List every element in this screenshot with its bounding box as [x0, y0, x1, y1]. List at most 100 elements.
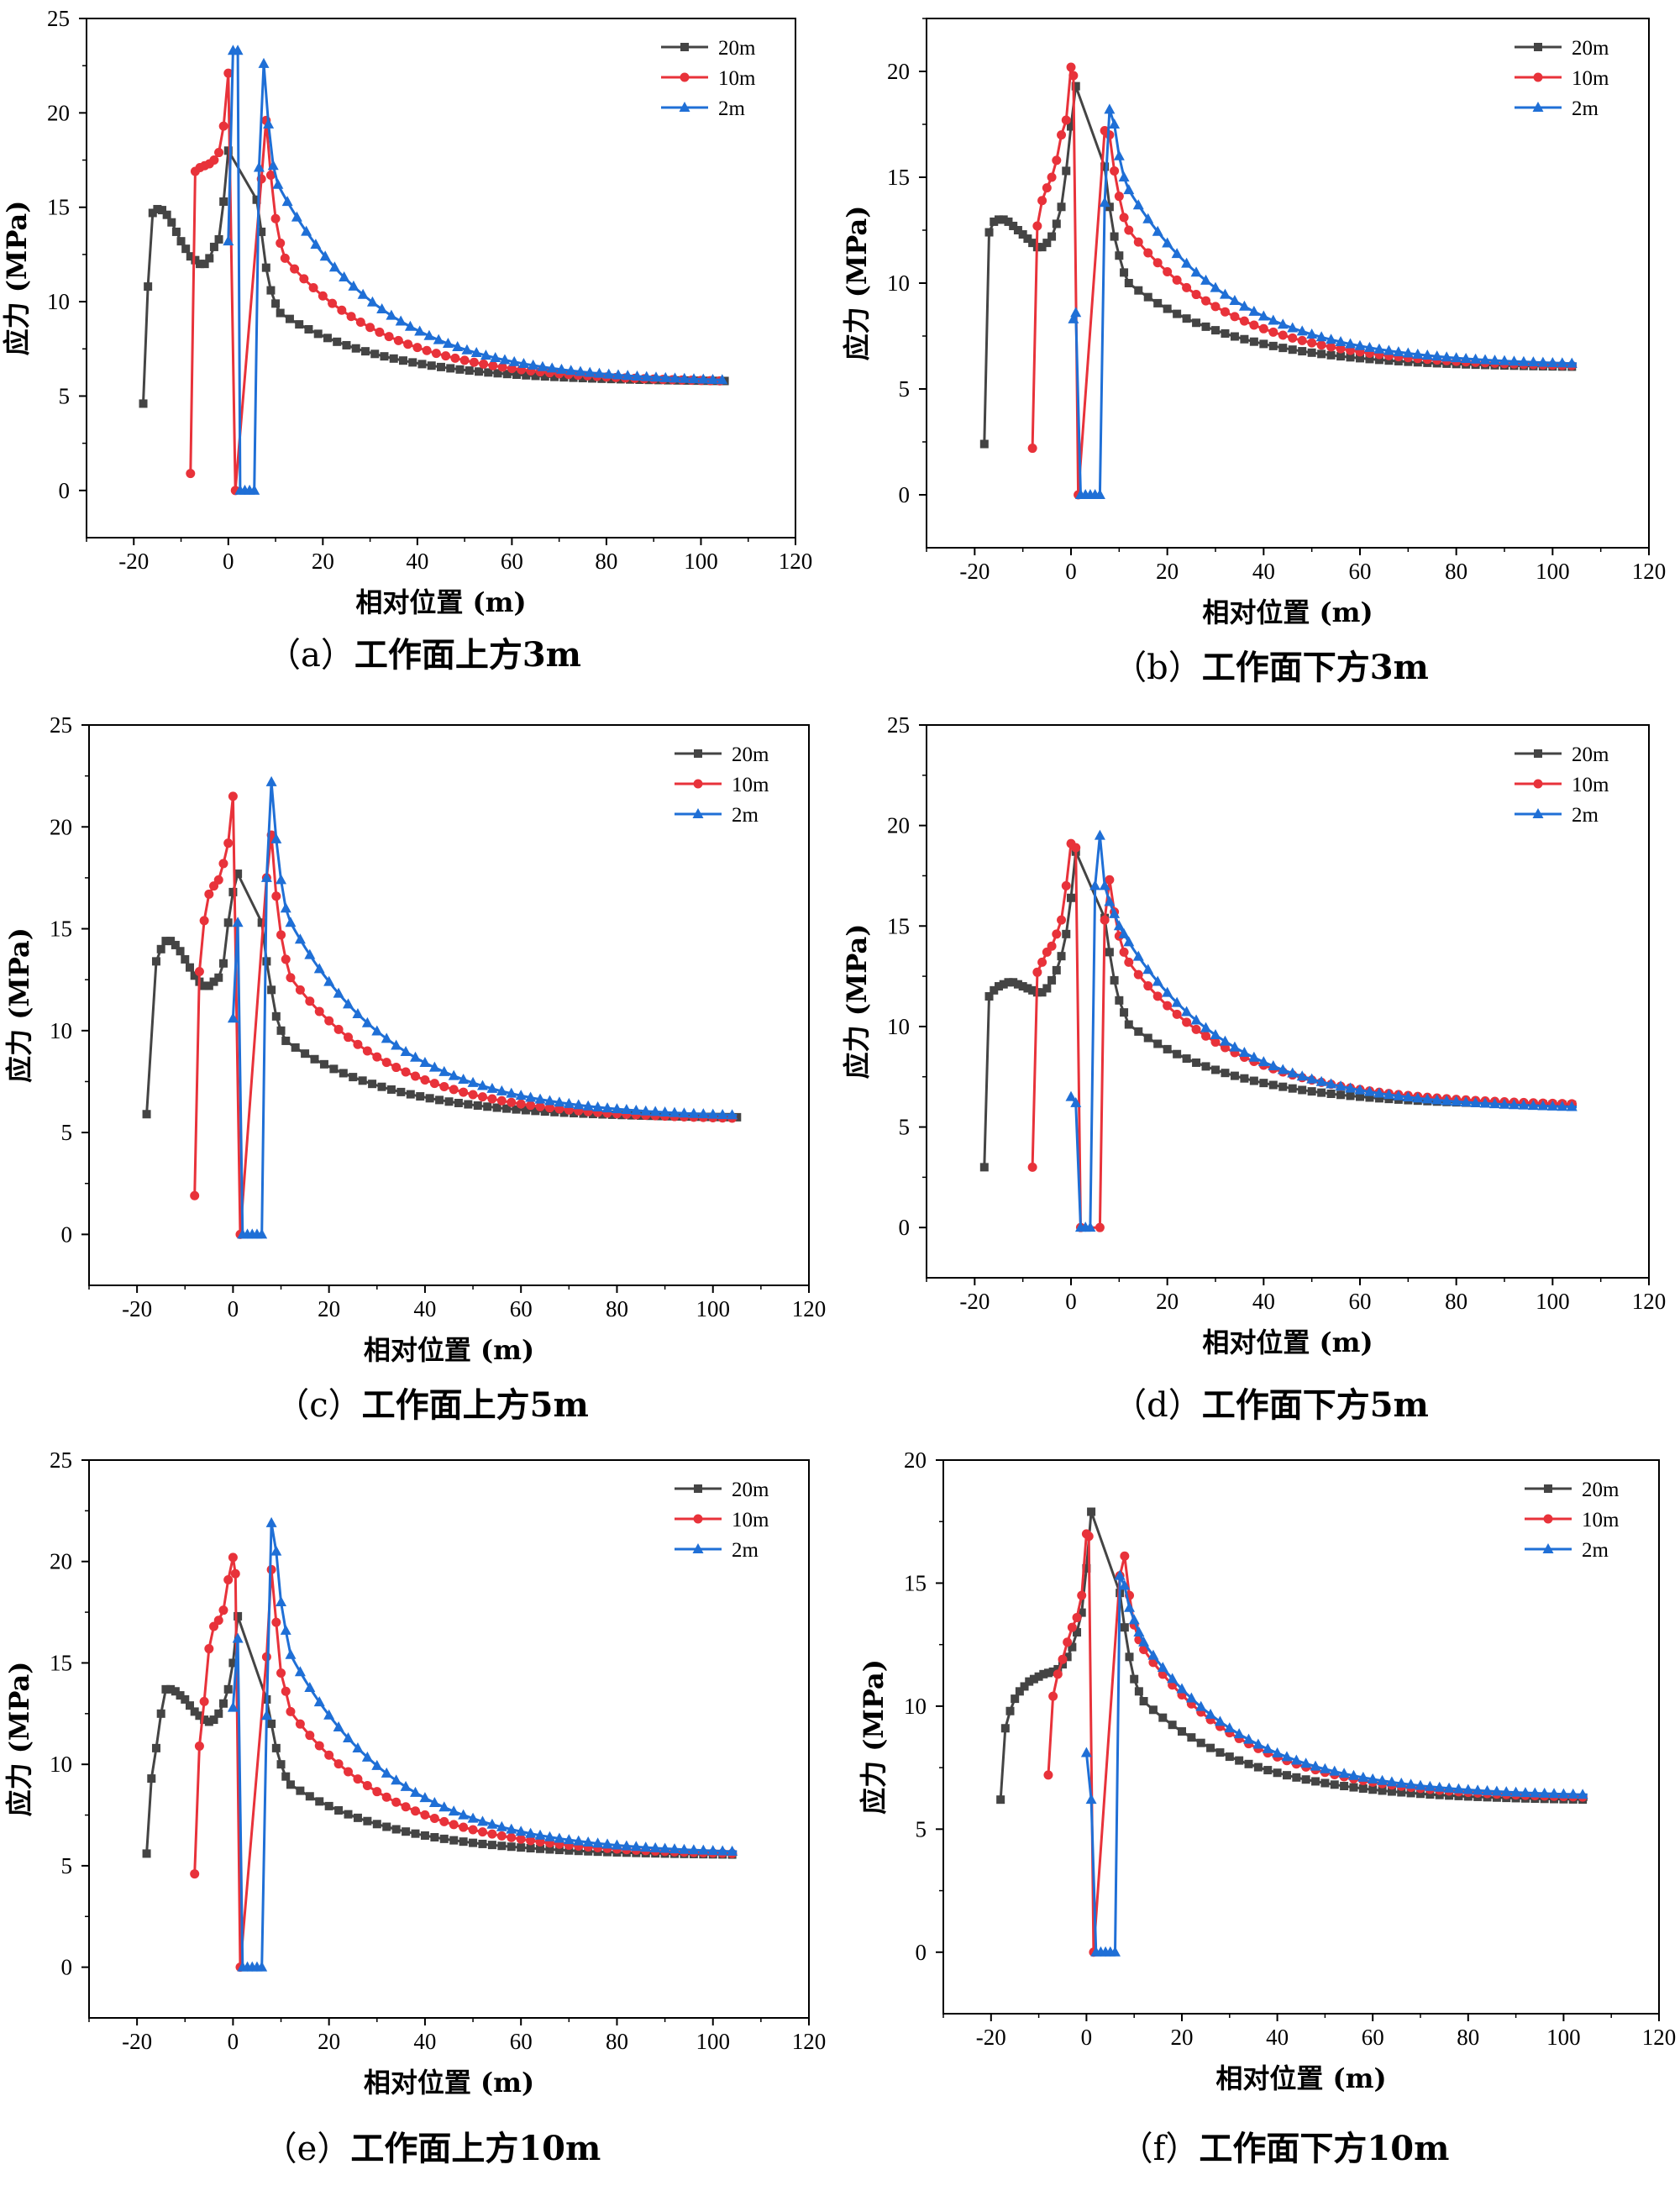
data-point-20m [1120, 1623, 1129, 1632]
data-point-2m [480, 349, 491, 360]
data-point-2m [352, 1742, 364, 1752]
data-point-20m [1077, 1608, 1086, 1617]
data-point-20m [1356, 1092, 1364, 1101]
data-point-10m [479, 359, 489, 369]
data-point-20m [1192, 1058, 1201, 1067]
data-point-20m [449, 1836, 459, 1845]
data-point-2m [1167, 1673, 1179, 1684]
data-point-2m [232, 45, 244, 55]
data-point-10m [324, 1750, 334, 1760]
data-point-20m [1230, 1071, 1239, 1080]
data-point-2m [470, 347, 482, 358]
data-point-10m [403, 339, 413, 349]
data-point-10m [526, 1101, 536, 1111]
data-point-2m [400, 1780, 412, 1791]
data-point-20m [502, 370, 512, 379]
x-tick-label: 0 [228, 1296, 239, 1321]
data-point-10m [1032, 221, 1042, 231]
data-point-2m [1383, 1089, 1394, 1100]
data-point-10m [276, 238, 286, 248]
data-point-2m [313, 1696, 325, 1707]
data-point-2m [328, 261, 340, 272]
data-point-2m [679, 372, 690, 383]
y-tick-label: 15 [887, 165, 910, 190]
data-point-20m [372, 1820, 381, 1829]
panel-caption: （d）工作面下方5m [1113, 1385, 1429, 1425]
data-point-20m [151, 1743, 160, 1752]
legend-marker [680, 72, 690, 82]
data-point-10m [1201, 1031, 1211, 1041]
data-point-20m [219, 197, 228, 206]
data-point-2m [563, 1097, 575, 1108]
data-point-2m [525, 1091, 537, 1102]
data-point-20m [1073, 1628, 1082, 1637]
data-point-10m [318, 291, 328, 301]
data-point-2m [515, 1090, 527, 1101]
data-point-10m [1105, 875, 1115, 885]
data-point-20m [497, 1841, 507, 1851]
data-point-2m [630, 1104, 642, 1115]
data-point-2m [1443, 1782, 1455, 1793]
data-point-2m [267, 160, 279, 171]
data-point-20m [459, 1837, 468, 1847]
y-tick-label: 5 [59, 383, 71, 408]
data-point-2m [554, 1832, 565, 1843]
data-point-10m [1052, 929, 1062, 939]
series-2m [1080, 1569, 1588, 1957]
data-point-20m [195, 1711, 204, 1721]
data-point-10m [439, 1081, 449, 1091]
data-point-10m [1143, 248, 1153, 258]
data-point-10m [1191, 1024, 1201, 1034]
y-tick-label: 20 [50, 1549, 72, 1574]
data-point-2m [1315, 331, 1327, 342]
legend-marker [1534, 749, 1542, 758]
data-point-2m [1566, 1101, 1578, 1111]
data-point-2m [304, 1681, 316, 1692]
data-point-20m [597, 374, 606, 383]
y-tick-label: 15 [47, 195, 70, 220]
data-point-20m [1009, 978, 1018, 987]
data-point-20m [1143, 1033, 1152, 1043]
data-point-2m [1482, 1784, 1494, 1795]
y-tick-label: 20 [50, 814, 72, 839]
data-point-2m [1084, 1221, 1096, 1232]
data-point-20m [416, 1092, 425, 1101]
data-point-20m [291, 1043, 300, 1052]
data-point-20m [396, 1087, 406, 1096]
data-point-10m [1326, 342, 1336, 352]
data-point-20m [521, 1106, 530, 1115]
data-point-2m [1329, 1765, 1341, 1776]
data-point-10m [190, 1869, 200, 1879]
data-point-2m [697, 373, 709, 384]
data-point-20m [1259, 1079, 1268, 1088]
x-tick-label: 60 [501, 549, 523, 574]
caption-text: 工作面上方5m [362, 1385, 589, 1425]
data-point-2m [1132, 199, 1144, 210]
data-point-20m [1330, 1780, 1339, 1789]
data-point-2m [467, 1076, 479, 1087]
data-point-20m [1358, 1784, 1368, 1793]
data-point-10m [1119, 213, 1129, 223]
data-point-2m [697, 1108, 709, 1119]
data-point-2m [357, 288, 369, 299]
legend-label: 20m [718, 37, 756, 60]
x-tick-label: 0 [1081, 2025, 1093, 2050]
y-tick-label: 15 [887, 913, 910, 938]
data-point-2m [543, 1831, 555, 1841]
data-point-10m [468, 1825, 478, 1835]
legend-marker [692, 1543, 704, 1553]
data-point-2m [1200, 1022, 1212, 1032]
data-point-2m [1118, 927, 1130, 938]
data-point-10m [305, 1731, 315, 1741]
data-point-2m [543, 1095, 555, 1106]
data-point-2m [1089, 880, 1101, 890]
data-point-20m [1082, 1563, 1091, 1573]
caption-text: 工作面下方10m [1199, 2129, 1449, 2168]
y-tick-label: 15 [50, 1650, 72, 1675]
data-point-20m [1278, 1082, 1288, 1091]
data-point-2m [717, 1108, 728, 1119]
data-point-2m [265, 1516, 277, 1527]
data-point-20m [1087, 1507, 1096, 1516]
data-point-2m [669, 1106, 680, 1117]
data-point-20m [1406, 1789, 1415, 1798]
